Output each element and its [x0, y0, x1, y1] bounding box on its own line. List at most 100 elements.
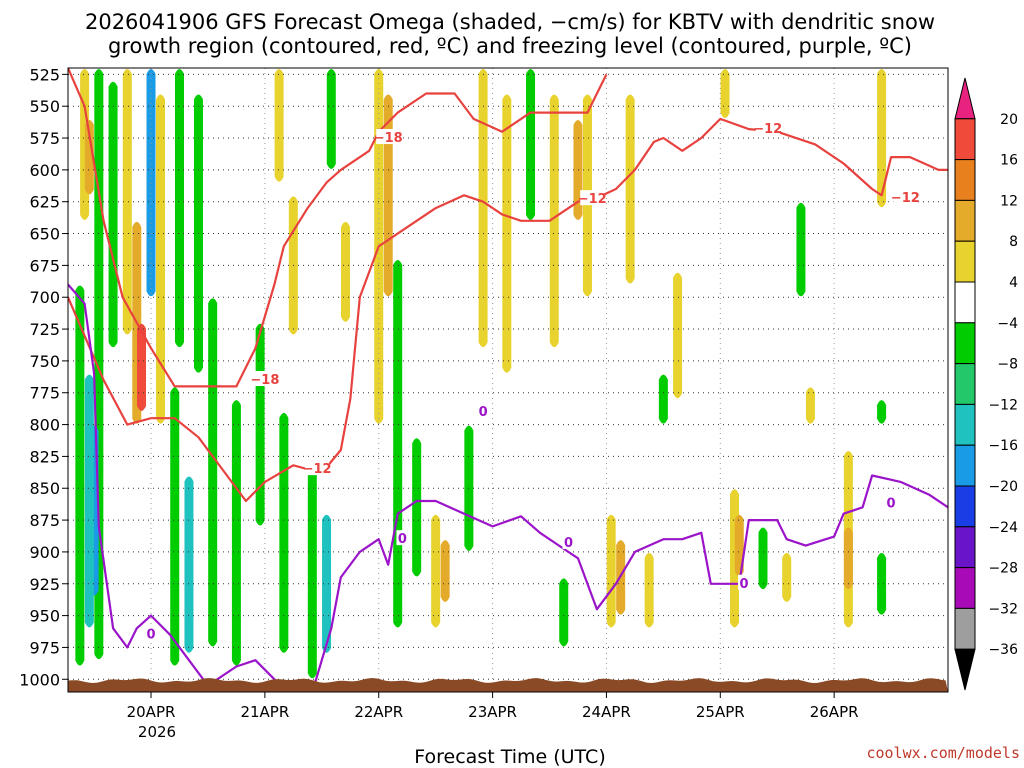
omega-shade-50	[782, 552, 792, 602]
omega-shade-5	[75, 285, 85, 666]
omega-shade-48	[734, 514, 744, 577]
colorbar-label-9: −20	[988, 479, 1018, 495]
colorbar-label-4: 4	[1009, 275, 1018, 291]
dgz_minus12-label-0: −12	[303, 462, 332, 477]
x-tick-label-0: 20APR	[127, 703, 176, 721]
colorbar-label-6: −8	[997, 357, 1018, 373]
y-tick-label-12: 825	[29, 447, 60, 466]
omega-shade-52	[805, 387, 815, 424]
omega-shade-27	[383, 94, 393, 297]
colorbar-label-1: 16	[1000, 153, 1018, 169]
omega-shade-13	[170, 387, 180, 666]
freezing_level-label-bg-0	[145, 625, 158, 641]
colorbar-bin-3	[954, 199, 976, 242]
y-axis-ticks: 525 550 575 600 625 650 675 700 725 750 775 800 825 8…	[19, 65, 68, 689]
omega-shade-24	[341, 221, 351, 322]
omega-shade-36	[549, 94, 559, 348]
colorbar-bin-14	[954, 648, 976, 691]
omega-shade-33	[478, 69, 488, 348]
dgz_minus12-label-bg-1	[580, 190, 605, 206]
dgz_minus18-label-0: −18	[374, 131, 403, 146]
colorbar-bin-2	[954, 159, 976, 201]
colorbar-label-11: −28	[988, 561, 1018, 577]
dgz_minus18-contour	[68, 68, 608, 388]
colorbar-bin-8	[954, 403, 976, 446]
omega-shade-51	[796, 202, 806, 297]
omega-shade-14	[184, 476, 194, 653]
omega-shade-29	[412, 438, 422, 577]
omega-shade-9	[137, 323, 147, 411]
omega-shade-44	[673, 272, 683, 399]
omega-shade-49	[758, 527, 768, 590]
colorbar-bin-5	[954, 281, 976, 324]
dgz_minus12-label-2: −12	[753, 122, 782, 137]
freezing_level-contour	[68, 283, 948, 692]
omega-shade-11	[156, 94, 166, 424]
colorbar-bin-1	[954, 118, 976, 161]
freezing_level-label-3: 0	[739, 577, 748, 592]
colorbar-label-3: 8	[1009, 234, 1018, 250]
colorbar-bin-7	[954, 363, 976, 405]
y-tick-label-4: 625	[29, 193, 60, 212]
freezing_level-label-2: 0	[564, 536, 573, 551]
omega-shade-19	[279, 412, 289, 653]
y-tick-label-0: 525	[29, 65, 60, 84]
omega-shade-45	[658, 374, 668, 424]
colorbar: 20 16 12 8 4 −4 −8 −12 −16 −20 −24 −28 −32 −36	[954, 77, 1018, 691]
x-tick-label-4: 24APR	[582, 703, 631, 721]
y-tick-label-17: 950	[29, 607, 60, 626]
y-tick-label-14: 875	[29, 511, 60, 530]
dgz_minus12-label-bg-2	[755, 120, 780, 136]
y-tick-label-16: 925	[29, 575, 60, 594]
x-tick-label-6: 26APR	[810, 703, 859, 721]
colorbar-bin-13	[954, 607, 976, 650]
contour-layer	[68, 68, 948, 692]
x-axis-ticks: 20APR 21APR 22APR 23APR 24APR 25APR 26APR	[127, 692, 859, 721]
omega-shade-12	[174, 69, 184, 348]
omega-shade-21	[322, 514, 332, 653]
colorbar-label-13: −36	[988, 642, 1018, 658]
colorbar-label-8: −16	[988, 438, 1018, 454]
omega-shade-46	[720, 69, 730, 118]
isolated-label-0: 0	[479, 405, 488, 420]
freezing_level-label-bg-2	[562, 534, 575, 550]
omega-shading-layer	[75, 69, 887, 679]
omega-shade-56	[877, 400, 887, 424]
omega-shade-37	[559, 578, 569, 647]
y-tick-label-13: 850	[29, 479, 60, 498]
y-tick-label-9: 750	[29, 352, 60, 371]
freezing_level-label-bg-1	[396, 530, 409, 546]
omega-shade-55	[877, 69, 887, 208]
colorbar-bin-0	[954, 77, 976, 120]
omega-shade-43	[644, 552, 654, 628]
omega-shade-17	[231, 400, 241, 666]
contour-labels: −18 −18 −12 −12 −12 −12 0 0 0 0 0 0	[145, 120, 920, 643]
x-tick-label-5: 25APR	[696, 703, 745, 721]
x-axis-year-label: 2026	[138, 723, 176, 741]
freezing_level-label-4: 0	[887, 497, 896, 512]
omega-shade-25	[326, 69, 336, 169]
dgz_minus18-label-bg-0	[376, 129, 401, 145]
omega-shade-6	[108, 81, 118, 348]
freezing_level-label-0: 0	[146, 628, 155, 643]
x-tick-label-1: 21APR	[240, 703, 289, 721]
chart-title-line-2: growth region (contoured, red, ºC) and f…	[108, 34, 912, 58]
omega-shade-57	[877, 552, 887, 615]
omega-shade-7	[122, 69, 132, 335]
y-tick-label-3: 600	[29, 161, 60, 180]
dgz_minus12-label-bg-0	[305, 460, 330, 476]
omega-shade-54	[843, 527, 853, 590]
omega-shade-1	[84, 119, 94, 195]
colorbar-label-12: −32	[988, 601, 1018, 617]
y-tick-label-1: 550	[29, 97, 60, 116]
omega-shade-42	[625, 94, 635, 284]
colorbar-bin-4	[954, 240, 976, 283]
omega-shade-10	[146, 69, 156, 297]
terrain-surface	[68, 678, 948, 692]
colorbar-bin-6	[954, 322, 976, 365]
y-tick-label-11: 800	[29, 416, 60, 435]
colorbar-bin-9	[954, 444, 976, 487]
freezing_level-label-bg-4	[885, 494, 898, 510]
dgz_minus12-label-bg-3	[893, 188, 918, 204]
omega-shade-31	[440, 540, 450, 602]
